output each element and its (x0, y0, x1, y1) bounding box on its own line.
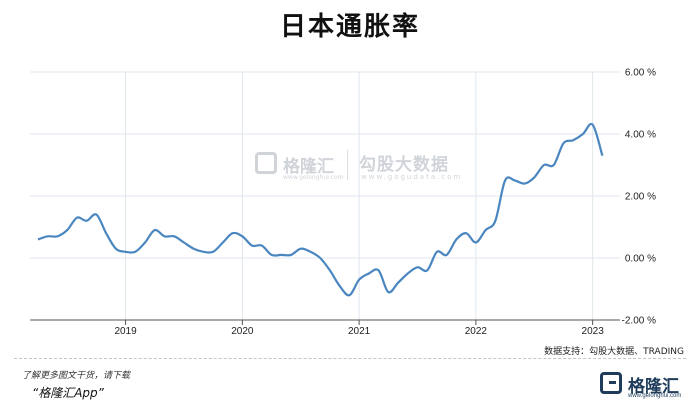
watermark-right-text: 勾股大数据 (359, 155, 449, 175)
footer-logo: 格隆汇 www.gelonghui.com (600, 368, 686, 402)
watermark-left-text: 格隆汇 (283, 157, 334, 177)
y-tick-label: 0.00 % (625, 254, 656, 265)
x-tick-label: 2022 (465, 326, 488, 337)
x-tick-label: 2021 (348, 326, 371, 337)
footer-app-name: “格隆汇App” (32, 386, 104, 400)
watermark: 格隆汇 www.gelonghui.com 勾股大数据 www.gogudata… (255, 150, 460, 186)
y-tick-label: -2.00 % (622, 316, 657, 327)
watermark-right-sub: www.gogudata.com (361, 173, 463, 181)
x-tick-label: 2020 (231, 326, 254, 337)
y-tick-label: 6.00 % (625, 68, 656, 79)
footer-logo-text: 格隆汇 (628, 377, 679, 397)
chart-area: -2.00 % 0.00 % 2.00 % 4.00 % 6.00 % 2019 2020 2… (0, 52, 700, 342)
gelonghui-logo-icon (255, 152, 277, 174)
watermark-left-sub: www.gelonghui.com (283, 174, 344, 181)
line-chart: -2.00 % 0.00 % 2.00 % 4.00 % 6.00 % 2019 2020 2… (30, 68, 657, 337)
chart-title: 日本通胀率 (279, 12, 420, 42)
footer-hint: 了解更多图文干货，请下载 (22, 371, 131, 381)
x-tick-label: 2023 (582, 326, 605, 337)
watermark-separator (347, 150, 348, 180)
footer-logo-sub: www.gelonghui.com (628, 393, 682, 399)
y-tick-label: 2.00 % (625, 192, 656, 203)
data-source: 数据支持：勾股大数据、TRADING (544, 347, 684, 357)
y-tick-label: 4.00 % (625, 130, 656, 141)
x-tick-label: 2019 (114, 326, 137, 337)
gelonghui-logo-icon (600, 372, 622, 394)
footer-divider (14, 358, 686, 359)
